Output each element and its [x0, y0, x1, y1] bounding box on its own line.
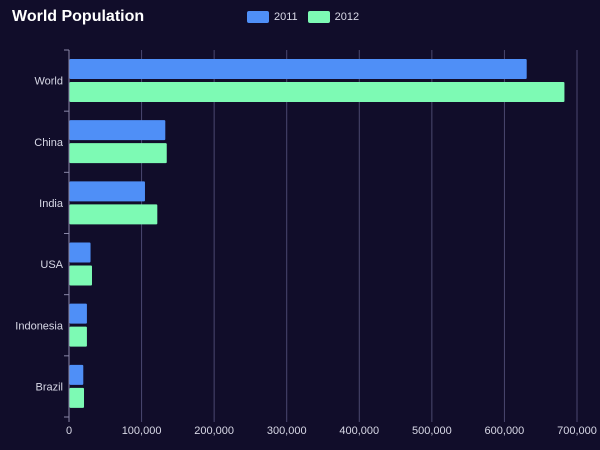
y-tick-label: Indonesia	[15, 320, 64, 332]
y-tick-label: USA	[40, 259, 63, 271]
bar-series-1	[69, 364, 84, 385]
y-tick-label: Brazil	[35, 381, 63, 393]
y-tick-label: World	[34, 76, 63, 88]
bar-series-1	[69, 242, 91, 263]
y-tick-label: India	[39, 198, 64, 210]
x-tick-label: 200,000	[194, 425, 234, 437]
bar-series-1	[69, 181, 145, 202]
bar-series-1	[69, 303, 87, 324]
x-tick-label: 400,000	[339, 425, 379, 437]
x-tick-label: 500,000	[412, 425, 452, 437]
legend-label-series-2: 2012	[334, 11, 360, 23]
bar-series-1	[69, 59, 527, 79]
bar-series-2	[69, 387, 85, 408]
bar-series-1	[69, 120, 166, 141]
chart-title: World Population	[12, 8, 145, 25]
bar-series-2	[69, 143, 167, 164]
x-tick-label: 700,000	[557, 425, 597, 437]
x-tick-label: 0	[66, 425, 72, 437]
legend-item-series-2[interactable]: 2012	[307, 11, 360, 23]
legend-label-series-1: 2011	[274, 11, 298, 23]
legend: 2011 2012	[247, 11, 359, 23]
x-tick-label: 100,000	[122, 425, 162, 437]
bar-series-2	[69, 265, 92, 286]
x-tick-label: 600,000	[485, 425, 525, 437]
x-tick-label: 300,000	[267, 425, 307, 437]
y-tick-label: China	[34, 137, 64, 149]
legend-item-series-1[interactable]: 2011	[247, 11, 298, 23]
legend-swatch-series-1	[247, 11, 269, 23]
bar-series-2	[69, 204, 158, 225]
bar-series-2	[69, 82, 565, 102]
bar-series-2	[69, 326, 87, 347]
legend-swatch-series-2	[307, 11, 330, 23]
